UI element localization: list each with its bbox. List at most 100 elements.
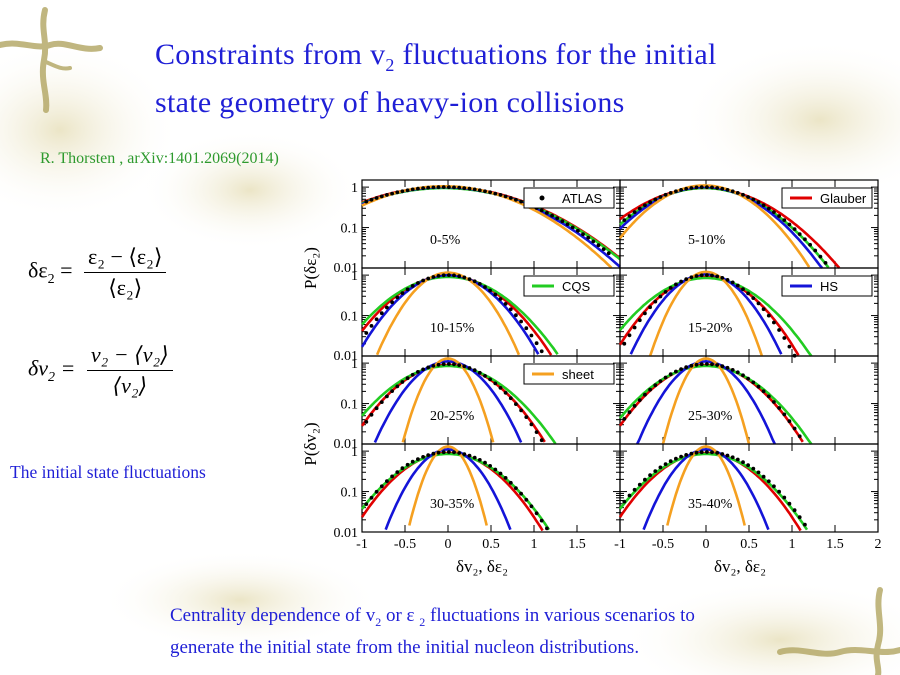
series-sheet-line: [648, 270, 764, 357]
atlas-data-point: [421, 455, 425, 459]
atlas-data-point: [648, 387, 652, 392]
atlas-data-point: [395, 470, 400, 474]
atlas-data-point: [653, 299, 658, 304]
atlas-data-point: [493, 292, 498, 297]
atlas-data-point: [751, 296, 756, 300]
atlas-data-point: [483, 460, 487, 465]
atlas-data-point: [803, 237, 807, 242]
x-tick-label: 2: [875, 537, 882, 552]
title-text: Constraints from v: [155, 38, 386, 71]
series-sheet-line: [408, 445, 488, 526]
atlas-data-point: [746, 195, 750, 199]
x-tick-label: 0: [703, 537, 710, 552]
atlas-data-point: [622, 499, 627, 504]
formula-delta-eps: δε2 = ε₂ − ⟨ε₂⟩ ⟨ε₂⟩: [28, 244, 167, 301]
chart-panel: 20-25% sheet: [360, 355, 621, 445]
formula-numerator: v₂ − ⟨v₂⟩: [86, 342, 173, 371]
series-sheet-line: [661, 357, 751, 445]
atlas-data-point: [648, 305, 652, 310]
atlas-data-point: [715, 451, 720, 455]
atlas-data-point: [395, 295, 400, 300]
atlas-data-point: [720, 452, 725, 456]
atlas-data-point: [777, 328, 781, 332]
atlas-data-point: [735, 283, 740, 288]
atlas-data-point: [756, 301, 761, 306]
x-tick-label: 0.5: [740, 537, 758, 552]
atlas-data-point: [385, 394, 389, 399]
atlas-data-point: [627, 493, 632, 498]
atlas-data-point: [792, 227, 797, 231]
x-tick-label: 1.5: [568, 537, 586, 552]
legend-label: CQS: [562, 279, 591, 294]
y-tick-label: 0.01: [334, 437, 359, 452]
atlas-data-point: [823, 261, 828, 265]
atlas-data-point: [674, 456, 678, 461]
atlas-data-point: [710, 450, 714, 455]
atlas-data-point: [467, 277, 472, 281]
series-hs-line: [629, 273, 783, 355]
atlas-data-point: [643, 311, 647, 316]
legend-label: sheet: [562, 367, 594, 382]
atlas-data-point: [735, 370, 740, 375]
atlas-data-point: [622, 218, 627, 222]
atlas-data-point: [441, 185, 446, 189]
centrality-label: 25-30%: [688, 409, 733, 424]
title-text: state geometry of heavy-ion collisions: [155, 86, 625, 119]
atlas-data-point: [421, 186, 425, 191]
atlas-data-point: [457, 185, 462, 190]
atlas-data-point: [441, 273, 446, 278]
formula-delta-v: δv2 = v₂ − ⟨v₂⟩ ⟨v₂⟩: [28, 342, 173, 399]
atlas-data-point: [699, 450, 704, 455]
atlas-data-point: [400, 380, 405, 384]
atlas-data-point: [508, 396, 513, 401]
atlas-data-point: [756, 384, 761, 389]
atlas-data-point: [519, 319, 523, 324]
atlas-data-point: [632, 325, 637, 330]
atlas-data-point: [766, 479, 771, 484]
atlas-data-point: [668, 191, 673, 195]
atlas-data-point: [761, 474, 766, 479]
atlas-data-point: [421, 367, 425, 372]
atlas-data-point: [369, 412, 374, 417]
atlas-data-point: [390, 474, 394, 479]
x-axis-label: δv₂, δε₂: [714, 557, 766, 576]
atlas-data-point: [710, 273, 714, 278]
atlas-data-point: [508, 307, 513, 312]
decorative-blob: [100, 550, 380, 650]
vine-ornament: [0, 7, 103, 113]
atlas-data-point: [679, 454, 683, 459]
atlas-data-point: [658, 379, 663, 383]
atlas-data-point: [627, 214, 632, 218]
atlas-data-point: [730, 455, 735, 460]
atlas-data-point: [622, 341, 627, 346]
y-tick-label: 1: [351, 269, 358, 284]
atlas-data-point: [534, 341, 539, 346]
atlas-data-point: [777, 214, 781, 218]
legend-label: Glauber: [820, 191, 867, 206]
series-hs-line: [373, 360, 523, 443]
atlas-data-point: [519, 491, 523, 496]
atlas-data-point: [668, 459, 673, 464]
atlas-data-point: [756, 470, 761, 475]
legend-entry-glauber: Glauber: [781, 187, 873, 209]
atlas-data-point: [462, 364, 467, 369]
x-tick-label: 0: [445, 537, 452, 552]
atlas-data-point: [400, 189, 405, 194]
atlas-data-point: [364, 331, 369, 335]
atlas-data-point: [529, 422, 534, 427]
centrality-label: 30-35%: [430, 497, 475, 512]
atlas-data-point: [555, 216, 560, 221]
atlas-data-point: [658, 465, 663, 470]
atlas-data-point: [400, 291, 405, 295]
x-tick-label: -1: [356, 537, 368, 552]
legend-label: ATLAS: [562, 191, 603, 206]
atlas-data-point: [436, 185, 441, 190]
atlas-data-point: [426, 365, 431, 370]
atlas-data-point: [503, 390, 508, 395]
vine-ornament: [777, 587, 900, 675]
atlas-data-point: [787, 222, 792, 227]
y-axis-label-top: P(δε₂): [301, 247, 320, 289]
chart-panel: 25-30%: [618, 355, 879, 445]
atlas-data-point: [550, 213, 554, 218]
x-tick-label: -0.5: [394, 537, 416, 552]
